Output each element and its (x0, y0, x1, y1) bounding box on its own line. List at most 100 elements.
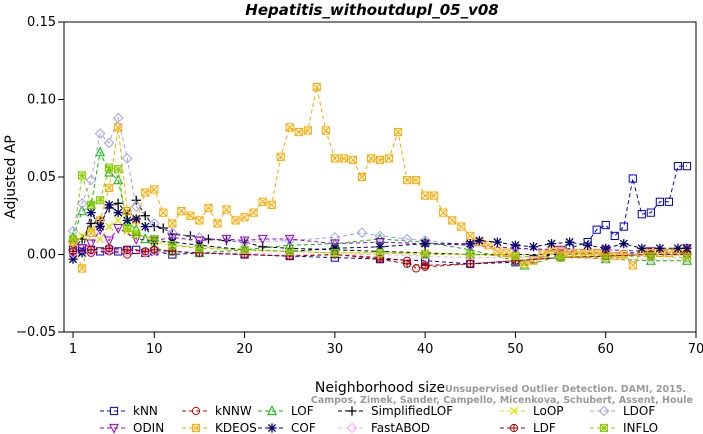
data-point-kdeos (285, 123, 294, 132)
data-point-cof (546, 239, 557, 249)
data-point-kdeos (213, 219, 222, 228)
legend-label: LDOF (623, 404, 655, 418)
x-tick-label: 50 (507, 342, 524, 357)
data-point-inflo (168, 241, 177, 250)
data-point-ldof (401, 233, 413, 245)
legend-item-kdeos: KDEOS (182, 421, 257, 434)
data-point-ldof (148, 218, 160, 229)
data-point-kdeos (321, 126, 330, 135)
legend-label: ODIN (133, 421, 164, 434)
data-point-knn (664, 197, 674, 206)
data-point-loop (105, 222, 114, 231)
data-point-odin (167, 233, 178, 244)
data-point-inflo (96, 196, 105, 205)
data-point-kdeos (421, 191, 430, 200)
data-point-cof (474, 235, 484, 246)
data-point-cof (492, 237, 502, 247)
data-point-cof (655, 243, 665, 253)
data-point-ldf (123, 245, 132, 254)
legend-item-lof: LOF (258, 404, 314, 418)
legend-item-cof: COF (258, 421, 316, 434)
data-point-ldf (141, 247, 150, 256)
legend-marker-knnw (191, 406, 201, 416)
data-point-ldof (85, 174, 97, 186)
data-point-inflo (466, 250, 475, 259)
data-point-inflo (601, 253, 610, 262)
data-point-cof (637, 243, 647, 253)
data-point-kdeos (339, 154, 348, 163)
data-point-cof (104, 200, 114, 210)
data-point-kdeos (267, 200, 276, 210)
data-point-kdeos (330, 154, 339, 163)
data-point-inflo (682, 253, 692, 262)
data-point-knn (610, 231, 619, 241)
data-point-kdeos (520, 259, 529, 268)
data-point-kdeos (628, 261, 637, 270)
series-layer (67, 83, 693, 273)
data-point-kdeos (466, 231, 475, 241)
data-point-kdeos (430, 191, 439, 200)
y-axis: −0.05 0.00 0.05 0.10 0.15 (16, 15, 64, 340)
data-point-inflo (556, 253, 565, 262)
data-point-kdeos (231, 216, 240, 225)
data-point-inflo (123, 224, 132, 233)
data-point-inflo (285, 247, 294, 256)
data-point-cof (673, 243, 683, 253)
data-point-odin (375, 238, 385, 248)
data-point-cof (565, 237, 575, 247)
data-point-lof (113, 174, 124, 185)
legend-item-knnw: kNNW (182, 404, 252, 418)
legend-label: LOF (291, 404, 314, 418)
y-tick-label: 0.05 (27, 170, 56, 185)
data-point-inflo (77, 171, 87, 180)
data-point-inflo (114, 165, 123, 174)
data-point-ldof (121, 153, 133, 164)
data-point-simplifiedlof (113, 198, 123, 208)
plot-area (63, 21, 697, 333)
data-point-ldof (167, 227, 178, 239)
data-point-ldf (105, 244, 114, 253)
data-point-kdeos (240, 213, 249, 222)
data-point-cof (682, 243, 692, 253)
data-point-ldf (68, 247, 78, 256)
data-point-ldof (76, 198, 88, 209)
legend-item-simplifiedlof: SimplifiedLOF (338, 404, 453, 418)
data-point-knn (114, 247, 123, 256)
y-tick-label: 0.10 (27, 93, 56, 108)
data-point-cof (86, 208, 96, 218)
data-point-kdeos (312, 83, 321, 92)
legend-marker-odin (109, 423, 119, 434)
x-tick-label: 40 (417, 342, 434, 357)
data-point-kdeos (402, 176, 412, 185)
legend-item-ldf: LDF (500, 421, 556, 434)
data-point-kdeos (177, 207, 186, 216)
data-point-kdeos (457, 222, 466, 231)
data-point-kdeos (448, 216, 457, 225)
data-point-ldf (150, 245, 159, 254)
data-point-odin (239, 236, 250, 247)
legend-label: LoOP (533, 404, 564, 418)
data-point-odin (194, 236, 205, 247)
legend-marker-fastabod (346, 422, 358, 434)
series-kdeos (68, 83, 692, 273)
data-point-kdeos (114, 123, 123, 132)
legend-marker-loop (509, 406, 519, 416)
data-point-lof (95, 146, 106, 157)
data-point-kdeos (105, 183, 114, 192)
legend-marker-inflo (599, 423, 609, 433)
legend-label: LDF (533, 421, 556, 434)
x-tick-label: 20 (236, 342, 253, 357)
data-point-kdeos (276, 152, 285, 161)
data-point-cof (122, 215, 132, 225)
y-tick-label: −0.05 (16, 325, 56, 340)
legend-label: FastABOD (371, 421, 430, 434)
watermark-line-1: Unsupervised Outlier Detection. DAMI, 20… (445, 384, 686, 395)
data-point-loop (77, 231, 87, 240)
data-point-odin (284, 234, 295, 245)
data-point-kdeos (195, 216, 204, 225)
data-point-kdeos (204, 203, 213, 213)
data-point-inflo (421, 250, 430, 259)
x-tick-label: 70 (688, 342, 703, 357)
legend-marker-knn (109, 406, 119, 416)
data-point-ldf (466, 259, 475, 268)
